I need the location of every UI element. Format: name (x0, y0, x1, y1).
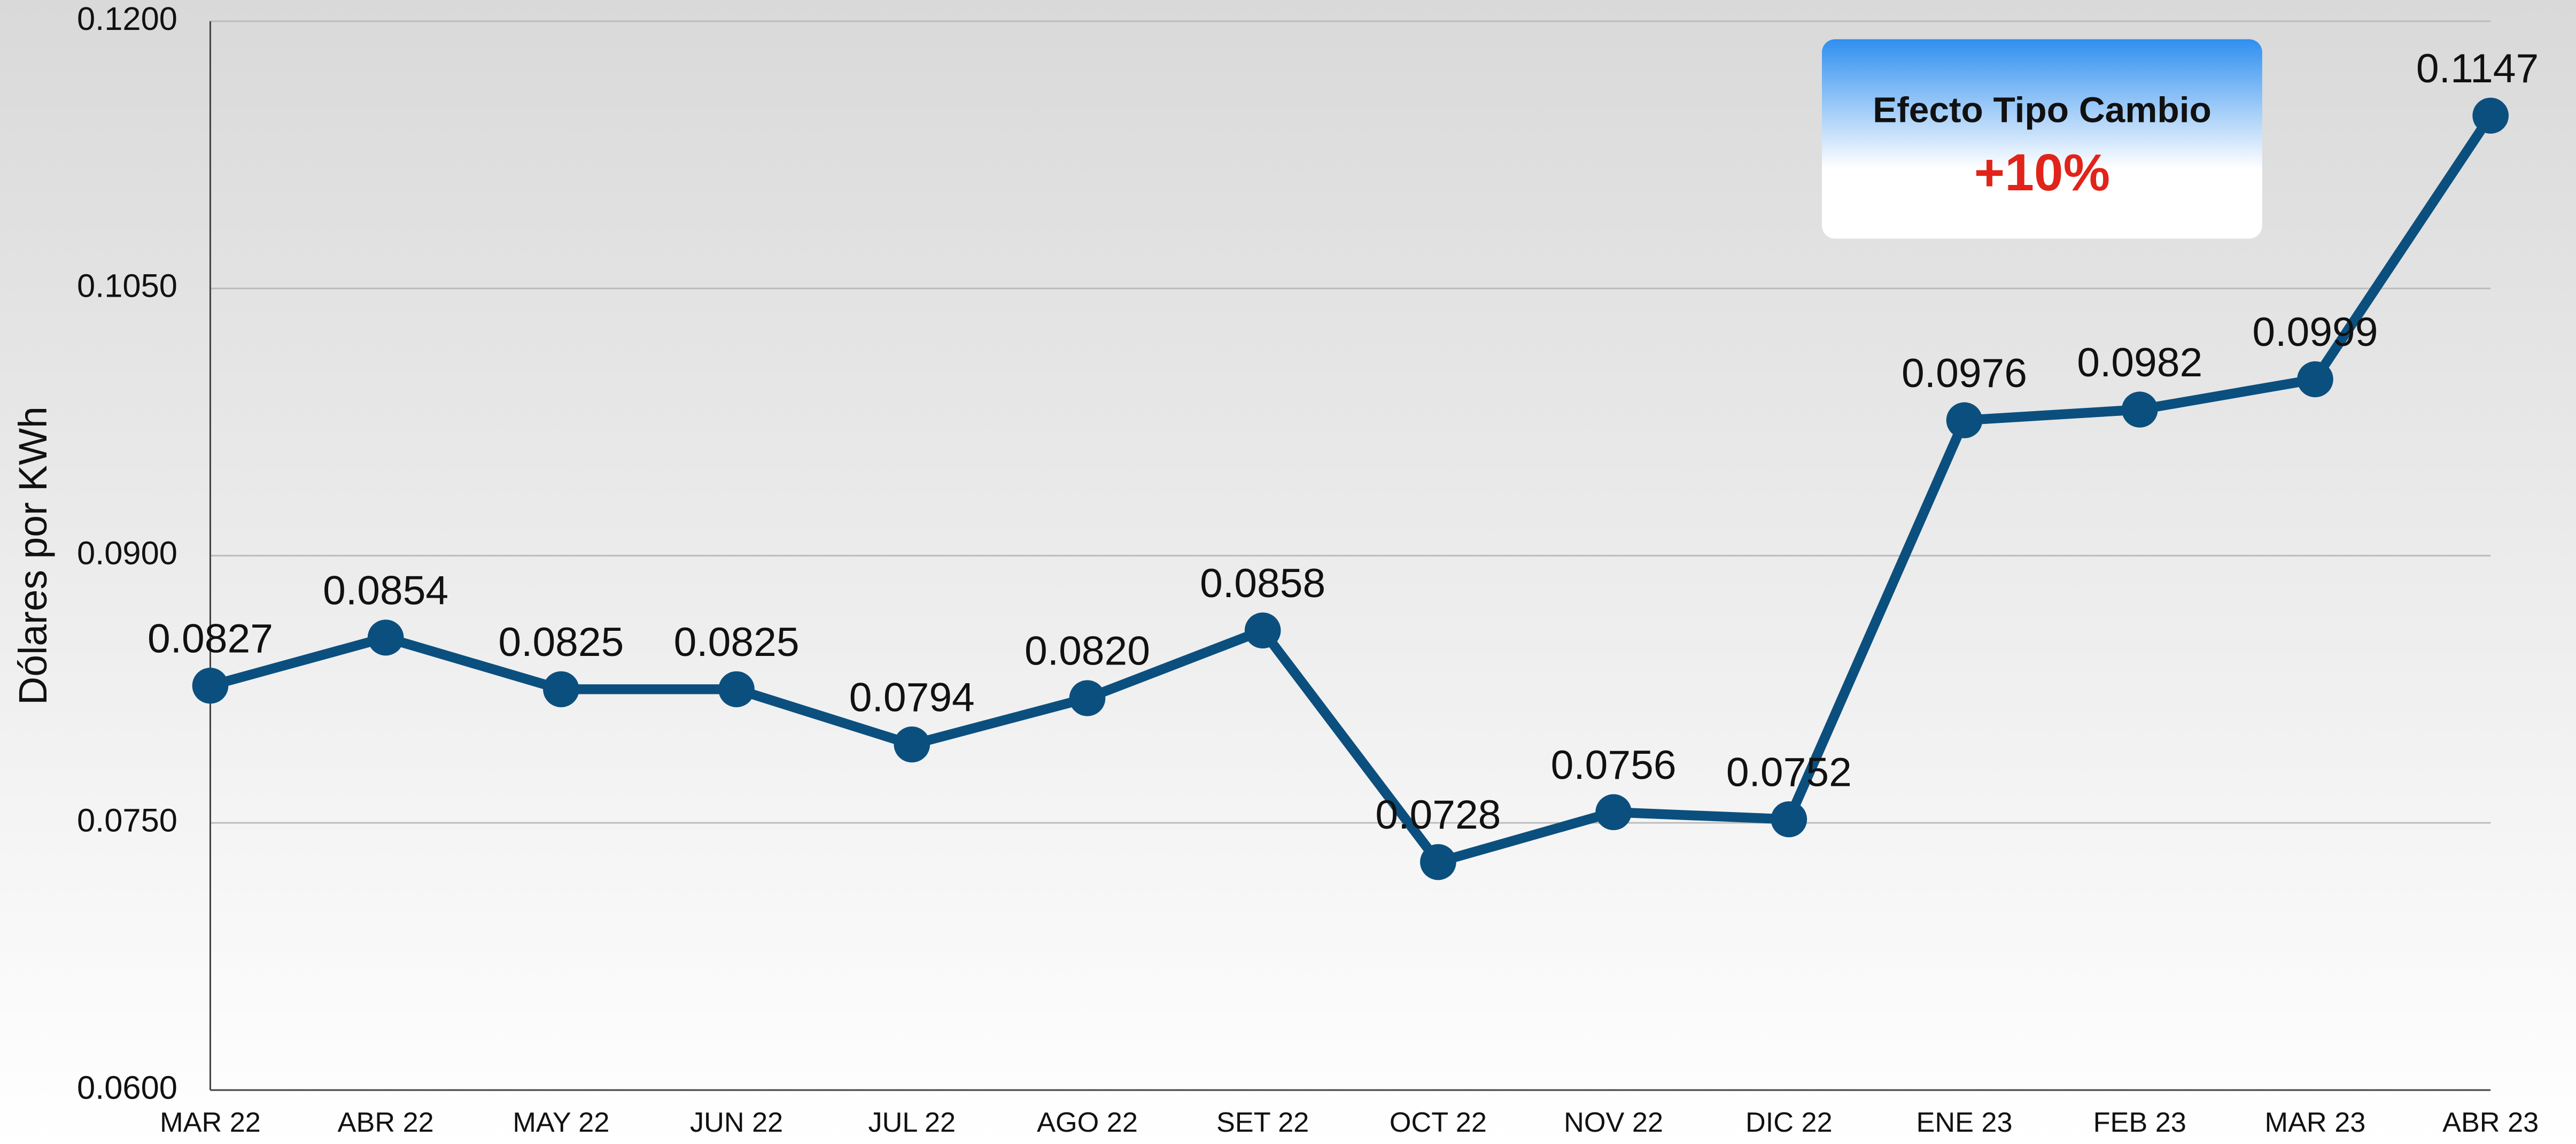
annotation-text: +10% (1974, 143, 2110, 202)
x-tick-label: JUL 22 (868, 1107, 956, 1138)
annotation-box (1822, 39, 2262, 239)
data-label: 0.0756 (1551, 743, 1677, 788)
data-label: 0.0752 (1726, 749, 1852, 795)
marker (1244, 612, 1281, 649)
data-label: 0.0820 (1025, 629, 1150, 674)
x-tick-label: OCT 22 (1390, 1107, 1487, 1138)
data-label: 0.0982 (2077, 340, 2202, 385)
marker (1946, 402, 1983, 438)
data-label: 0.1147 (2416, 46, 2539, 91)
data-label: 0.0854 (323, 568, 448, 614)
data-label: 0.0728 (1375, 792, 1501, 838)
marker (1595, 794, 1632, 830)
marker (367, 620, 404, 656)
y-tick-label: 0.1050 (77, 267, 177, 304)
marker (1420, 844, 1456, 880)
x-tick-label: NOV 22 (1564, 1107, 1663, 1138)
marker (1069, 680, 1106, 716)
x-tick-label: MAY 22 (513, 1107, 609, 1138)
x-tick-label: MAR 22 (160, 1107, 261, 1138)
x-tick-label: SET 22 (1216, 1107, 1309, 1138)
data-label: 0.0794 (849, 675, 975, 720)
data-label: 0.0858 (1200, 561, 1325, 606)
data-label: 0.0825 (674, 620, 800, 665)
y-tick-label: 0.0900 (77, 535, 177, 571)
x-tick-label: FEB 23 (2093, 1107, 2186, 1138)
marker (2297, 361, 2333, 398)
marker (2472, 97, 2509, 134)
marker (1771, 801, 1807, 838)
data-label: 0.0825 (498, 620, 624, 665)
y-tick-label: 0.1200 (77, 0, 177, 37)
annotation-title: Efecto Tipo Cambio (1873, 90, 2212, 130)
x-tick-label: JUN 22 (690, 1107, 783, 1138)
y-axis-label: Dólares por KWh (11, 406, 55, 705)
x-tick-label: ENE 23 (1916, 1107, 2012, 1138)
x-tick-label: MAR 23 (2265, 1107, 2366, 1138)
data-label: 0.0827 (148, 616, 273, 662)
y-tick-label: 0.0750 (77, 802, 177, 839)
y-tick-label: 0.0600 (77, 1069, 177, 1106)
marker (2121, 391, 2158, 428)
marker (718, 671, 755, 707)
x-tick-label: AGO 22 (1037, 1107, 1138, 1138)
marker (192, 668, 229, 704)
marker (543, 671, 579, 707)
x-tick-label: ABR 23 (2442, 1107, 2539, 1138)
x-tick-label: ABR 22 (338, 1107, 434, 1138)
marker (894, 726, 930, 763)
line (209, 113, 2495, 867)
x-tick-label: DIC 22 (1745, 1107, 1833, 1138)
data-label: 0.0999 (2252, 310, 2378, 355)
data-label: 0.0976 (1902, 351, 2027, 396)
